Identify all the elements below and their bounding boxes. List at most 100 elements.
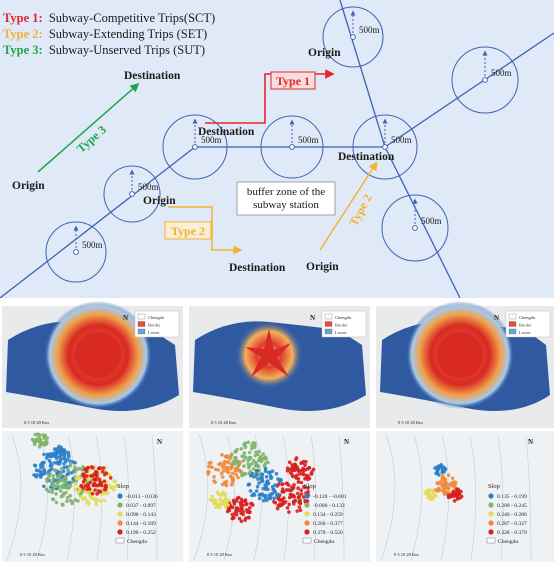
slope-point xyxy=(95,492,99,496)
slope-point xyxy=(34,468,39,473)
slope-legend-swatch xyxy=(304,511,310,517)
heat-legend-swatch xyxy=(508,321,517,327)
type2-box-left xyxy=(164,221,212,240)
origin-label-top: Origin xyxy=(308,47,341,59)
slope-point xyxy=(235,466,239,471)
slope-point xyxy=(60,483,65,488)
north-arrow: N xyxy=(123,314,128,322)
slope-point xyxy=(74,482,78,487)
slope-point xyxy=(212,502,216,506)
buffer-zone: 500m xyxy=(103,165,161,223)
slope-point xyxy=(93,488,97,492)
slope-point xyxy=(86,485,91,490)
slope-point xyxy=(442,492,447,496)
slope-point xyxy=(230,512,235,517)
slope-point xyxy=(236,462,241,467)
buffer-circle xyxy=(103,165,161,223)
slope-legend-label: 0.287 - 0.327 xyxy=(497,521,527,527)
legend-type3-prefix: Type 3: xyxy=(3,43,43,57)
slope-point xyxy=(104,485,108,489)
slope-point xyxy=(250,446,254,451)
heat-core xyxy=(245,329,291,377)
station-dot xyxy=(482,77,488,83)
slope-point xyxy=(263,486,268,490)
slope-point xyxy=(298,472,302,476)
slope-point xyxy=(270,484,275,489)
slope-point xyxy=(267,493,271,498)
slope-point xyxy=(423,491,427,496)
destination-label-bottom: Destination xyxy=(229,262,286,274)
slope-point xyxy=(255,484,260,489)
slope-point xyxy=(210,494,214,499)
type2-label-left: Type 2 xyxy=(171,224,205,238)
slope-point xyxy=(287,510,291,514)
slope-point xyxy=(285,466,290,471)
buffer-zones: 500m 500m 500m 500m 500m 500m 500m 500m xyxy=(45,6,519,283)
heat-legend-swatch xyxy=(324,328,333,335)
slope-point xyxy=(51,477,55,482)
buffer-zone: 500m xyxy=(381,194,449,262)
slope-point xyxy=(236,459,240,464)
slope-point xyxy=(48,454,52,459)
slope-point xyxy=(242,454,246,459)
buffer-radius-label: 500m xyxy=(298,135,319,145)
slope-legend-label: 0.135 - 0.199 xyxy=(497,494,527,500)
destination-label-center: Destination xyxy=(198,126,255,138)
slope-point xyxy=(95,497,100,502)
slope-point xyxy=(40,461,44,465)
slope-point xyxy=(225,460,230,464)
slope-legend-label: 0.200 - 0.245 xyxy=(497,503,527,509)
slope-point xyxy=(101,466,106,470)
slope-point xyxy=(297,494,302,499)
slope-point xyxy=(303,463,307,468)
slope-point xyxy=(238,469,243,474)
slope-point xyxy=(212,479,216,483)
scale-bar-label: 0 5 10 20 Km xyxy=(398,420,423,425)
buffer-radius-label: 500m xyxy=(359,25,380,35)
buffer-circle xyxy=(352,114,418,180)
slope-point xyxy=(431,490,435,494)
destination-label-top: Destination xyxy=(124,70,181,82)
slope-point xyxy=(239,519,244,523)
slope-point xyxy=(218,496,222,501)
slope-point xyxy=(81,472,86,477)
slope-point xyxy=(211,499,216,503)
slope-point xyxy=(289,492,293,497)
slope-point xyxy=(292,483,296,487)
slope-point xyxy=(223,505,228,509)
slope-point xyxy=(225,465,229,470)
slope-point xyxy=(262,456,267,461)
slope-point xyxy=(261,452,266,456)
slope-point xyxy=(236,475,240,480)
slope-point xyxy=(235,496,239,501)
slope-point xyxy=(247,455,252,460)
slope-point xyxy=(239,447,244,451)
slope-point xyxy=(294,476,299,480)
slope-point xyxy=(51,474,56,478)
type3-arrow xyxy=(37,83,140,173)
slope-point xyxy=(277,479,282,484)
slope-point xyxy=(54,484,59,489)
slope-point xyxy=(285,469,290,473)
slope-point xyxy=(37,435,41,440)
slope-point xyxy=(78,495,83,499)
slope-point xyxy=(42,434,47,439)
slope-point xyxy=(231,478,235,483)
slope-point xyxy=(265,480,269,484)
heat-legend-swatch xyxy=(508,328,517,335)
slope-point xyxy=(80,467,84,472)
legend: Type 1: Subway-Competitive Trips(SCT) Ty… xyxy=(3,11,215,57)
slope-point xyxy=(244,516,248,520)
slope-point xyxy=(244,508,249,512)
chengdu-label: Chengdu xyxy=(314,539,334,545)
slope-point xyxy=(253,443,257,448)
slope-point xyxy=(98,499,103,503)
district-boundary xyxy=(380,434,396,561)
buffer-circle xyxy=(451,46,519,114)
buffer-zone: 500m xyxy=(45,221,107,283)
slope-point xyxy=(59,466,64,471)
legend-type1-prefix: Type 1: xyxy=(3,11,43,25)
slope-legend-label: 0.190 - 0.252 xyxy=(126,530,156,536)
